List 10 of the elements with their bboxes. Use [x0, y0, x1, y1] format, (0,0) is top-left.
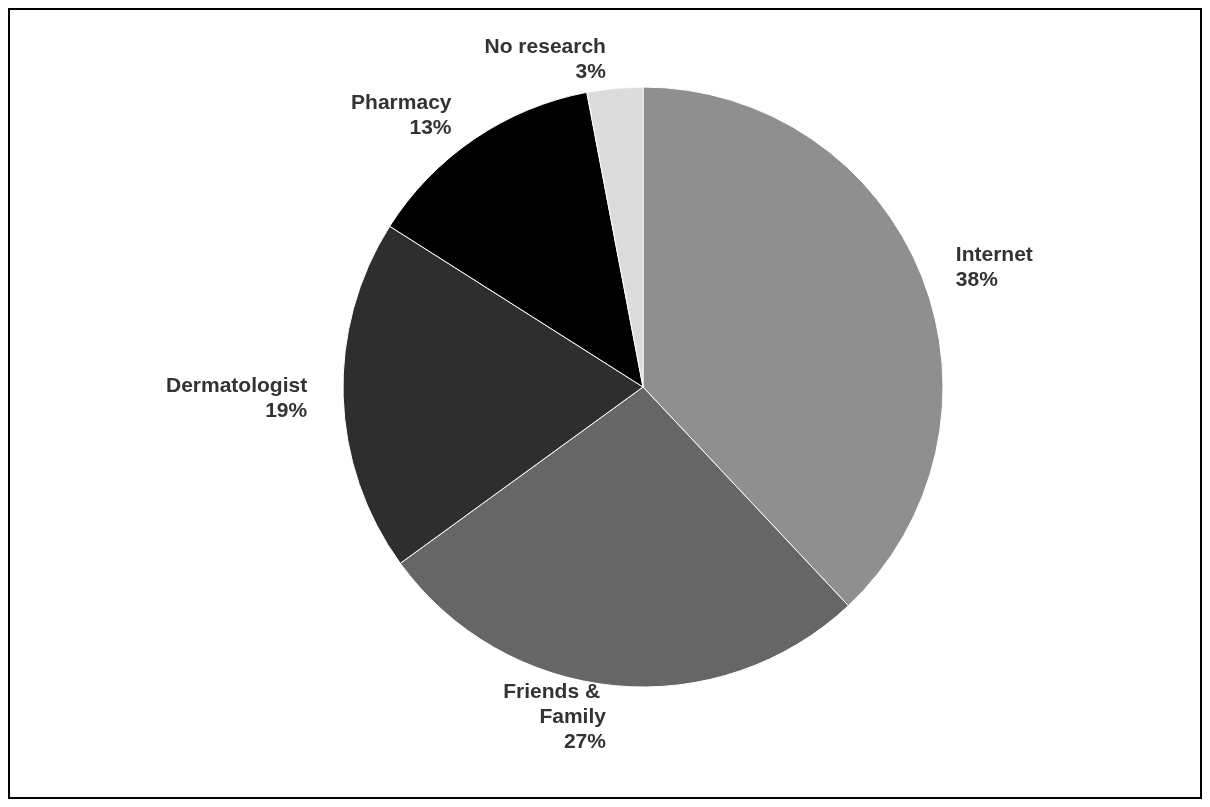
- data-label: 13%: [409, 115, 452, 139]
- data-label: 3%: [575, 59, 607, 83]
- slice-label: Friends & Family: [503, 679, 607, 728]
- slice-label: Pharmacy: [351, 90, 452, 114]
- data-label: 27%: [563, 729, 607, 753]
- slice-label: No research: [484, 34, 606, 58]
- slice-label: Internet: [955, 241, 1033, 265]
- data-label: 38%: [955, 266, 999, 290]
- data-label: 19%: [265, 398, 308, 422]
- slice-label: Dermatologist: [165, 373, 308, 397]
